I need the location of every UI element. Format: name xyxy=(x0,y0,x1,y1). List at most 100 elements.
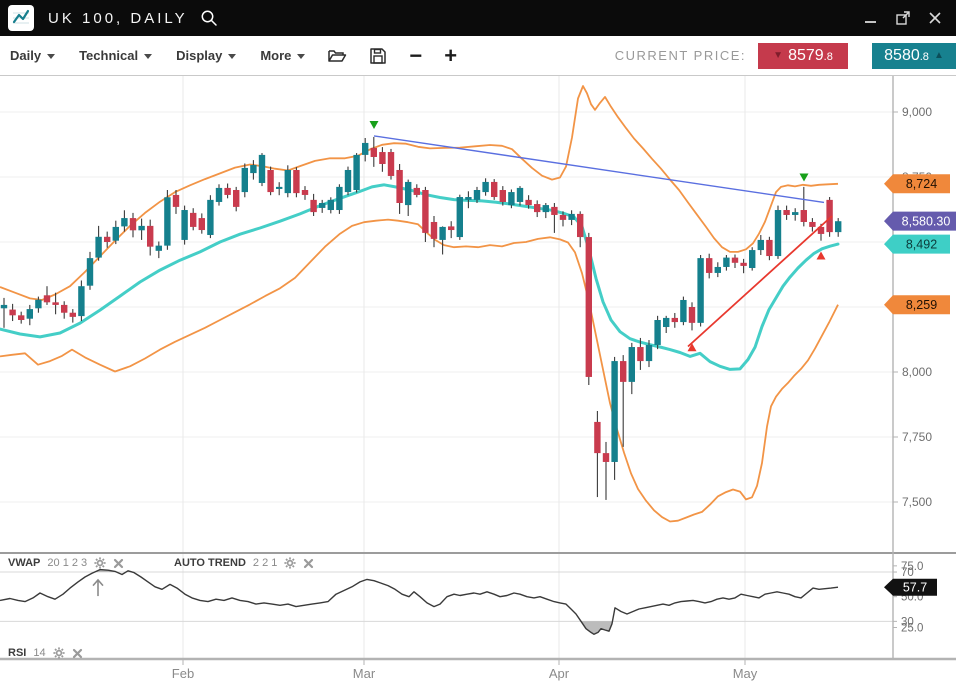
candle xyxy=(525,195,532,209)
candle xyxy=(405,179,412,216)
candle-body-up xyxy=(835,221,842,233)
menu-technical[interactable]: Technical xyxy=(79,48,153,63)
candle-body-up xyxy=(327,199,334,211)
bid-price-value: 8579 xyxy=(788,46,824,64)
rsi-level-lines xyxy=(0,571,893,622)
candle-body-up xyxy=(0,304,8,309)
candle-body-up xyxy=(86,258,94,286)
candle-body-up xyxy=(276,186,283,189)
candle xyxy=(387,148,395,180)
candle xyxy=(714,262,721,278)
gear-icon[interactable] xyxy=(52,647,65,659)
candle xyxy=(723,255,730,271)
month-label[interactable]: Mar xyxy=(353,666,376,681)
close-icon[interactable] xyxy=(72,648,83,659)
chart-title: UK 100, DAILY xyxy=(48,9,188,27)
zoom-out-button[interactable]: − xyxy=(409,42,423,68)
candle-body-up xyxy=(35,299,42,309)
chevron-down-icon xyxy=(297,53,306,59)
candle-body-down xyxy=(499,190,506,202)
menu-display[interactable]: Display xyxy=(176,48,237,63)
candle-body-down xyxy=(559,214,567,220)
menu-display-label: Display xyxy=(176,48,223,63)
gear-icon[interactable] xyxy=(94,557,106,569)
candle-body-up xyxy=(26,309,33,319)
open-folder-icon[interactable] xyxy=(327,47,347,65)
rsi-tick-label: 30 xyxy=(901,616,914,628)
title-bar: UK 100, DAILY xyxy=(0,0,956,36)
minimize-button[interactable] xyxy=(864,11,878,25)
price-chart-canvas[interactable]: 9,0008,7508,5008,2508,0007,7507,500FebMa… xyxy=(0,76,956,683)
candle xyxy=(826,197,833,237)
candle-body-down xyxy=(620,361,627,382)
candle xyxy=(155,241,162,259)
candle-body-down xyxy=(224,187,231,195)
month-label[interactable]: Apr xyxy=(549,666,570,681)
price-tag-shape xyxy=(884,174,950,194)
ascending-trendline[interactable] xyxy=(687,215,833,348)
candle xyxy=(430,216,438,248)
candle-body-up xyxy=(516,187,524,202)
candle-body-up xyxy=(792,212,799,215)
candle xyxy=(276,182,283,196)
menu-timeframe-label: Daily xyxy=(10,48,42,63)
month-label[interactable]: May xyxy=(733,666,758,681)
month-label[interactable]: Feb xyxy=(172,666,194,681)
close-icon[interactable] xyxy=(113,558,124,569)
candle xyxy=(413,184,420,198)
candle-body-up xyxy=(284,169,291,194)
candle-body-down xyxy=(577,213,584,238)
pop-out-button[interactable] xyxy=(895,10,911,26)
candle xyxy=(78,280,85,322)
candle xyxy=(439,226,446,255)
candle-body-down xyxy=(413,187,420,195)
menu-technical-label: Technical xyxy=(79,48,139,63)
candle xyxy=(774,205,782,259)
candle-body-up xyxy=(542,205,549,213)
descending-trendline[interactable] xyxy=(373,135,825,204)
candle xyxy=(473,186,481,203)
candle-body-down xyxy=(594,421,601,454)
candle-body-down xyxy=(817,226,825,234)
candle-body-down xyxy=(525,199,532,206)
vwap-params: 20 1 2 3 xyxy=(47,557,88,569)
arrow-up-annotation xyxy=(92,578,104,597)
zoom-in-button[interactable]: + xyxy=(444,42,458,68)
candle xyxy=(69,309,76,323)
candle xyxy=(835,218,842,237)
gear-icon[interactable] xyxy=(284,557,296,569)
candle-body-up xyxy=(465,197,472,200)
search-icon[interactable] xyxy=(200,9,218,27)
candle-body-up xyxy=(181,210,188,240)
menu-timeframe[interactable]: Daily xyxy=(10,48,56,63)
vwap-name: VWAP xyxy=(8,557,41,569)
candle-body-up xyxy=(714,266,721,273)
candle-body-up xyxy=(473,190,481,200)
menu-more[interactable]: More xyxy=(260,48,306,63)
buy-signal-marker xyxy=(687,343,697,352)
candle-body-up xyxy=(611,361,618,462)
candle-body-up xyxy=(663,317,670,328)
close-icon[interactable] xyxy=(303,558,314,569)
candle xyxy=(577,211,584,248)
candle xyxy=(628,342,635,395)
candle-body-down xyxy=(783,210,790,215)
price-tag-text: 8,724 xyxy=(906,177,937,191)
candle-body-down xyxy=(147,225,154,247)
candle-body-down xyxy=(69,312,76,317)
close-button[interactable] xyxy=(928,11,942,25)
candle xyxy=(680,296,687,326)
ask-price-value: 8580 xyxy=(884,46,920,64)
candle xyxy=(379,147,386,172)
window-controls xyxy=(864,10,942,26)
time-axis-labels: Feb Mar Apr May xyxy=(172,659,758,681)
autotrend-name: AUTO TREND xyxy=(174,557,246,569)
rsi-tick-label: 75.0 xyxy=(901,561,923,573)
candle-body-up xyxy=(336,186,343,211)
candle-body-down xyxy=(198,218,205,231)
candle-body-up xyxy=(95,236,102,258)
rsi-name: RSI xyxy=(8,647,27,659)
price-tag-text: 57.7 xyxy=(903,580,927,594)
candle xyxy=(637,337,644,370)
save-icon[interactable] xyxy=(369,47,387,65)
